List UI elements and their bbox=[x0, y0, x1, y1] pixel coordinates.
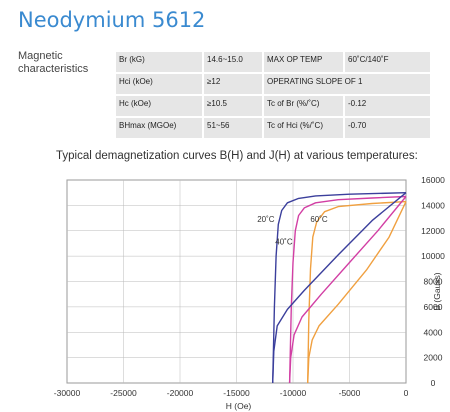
series-line-b bbox=[307, 201, 407, 384]
spec-key: OPERATING SLOPE OF 1 bbox=[262, 72, 432, 96]
spec-value: ≥10.5 bbox=[202, 94, 264, 118]
x-tick-label: -30000 bbox=[54, 388, 81, 398]
spec-key: Tc of Br (%/˚C) bbox=[262, 94, 345, 118]
y-axis-label: B (Gauss) bbox=[432, 272, 442, 310]
y-tick-label: 2000 bbox=[424, 353, 443, 363]
spec-row: Hci (kOe) ≥12 OPERATING SLOPE OF 1 bbox=[114, 72, 432, 96]
x-axis-label: H (Oe) bbox=[226, 401, 252, 411]
chart-caption: Typical demagnetization curves B(H) and … bbox=[56, 150, 418, 162]
spec-value: -0.70 bbox=[343, 116, 432, 140]
y-tick-label: 14000 bbox=[421, 200, 445, 210]
x-tick-label: -10000 bbox=[280, 388, 307, 398]
y-tick-label: 16000 bbox=[421, 175, 445, 185]
y-tick-label: 8000 bbox=[424, 277, 443, 287]
spec-value: 51~56 bbox=[202, 116, 264, 140]
spec-key: Tc of Hci (%/˚C) bbox=[262, 116, 345, 140]
y-tick-label: 10000 bbox=[421, 251, 445, 261]
y-tick-label: 4000 bbox=[424, 327, 443, 337]
spec-row: BHmax (MGOe) 51~56 Tc of Hci (%/˚C) -0.7… bbox=[114, 116, 432, 140]
x-tick-label: -15000 bbox=[223, 388, 250, 398]
x-tick-label: 0 bbox=[404, 388, 409, 398]
spec-key: BHmax (MGOe) bbox=[114, 116, 204, 140]
spec-value: 14.6~15.0 bbox=[202, 50, 264, 74]
spec-key: Hci (kOe) bbox=[114, 72, 204, 96]
y-tick-label: 12000 bbox=[421, 226, 445, 236]
spec-row: Br (kG) 14.6~15.0 MAX OP TEMP 60˚C/140˚F bbox=[114, 50, 432, 74]
spec-row: Hc (kOe) ≥10.5 Tc of Br (%/˚C) -0.12 bbox=[114, 94, 432, 118]
series-line-b bbox=[288, 196, 407, 384]
series-line-j bbox=[272, 192, 407, 384]
page-title: Neodymium 5612 bbox=[18, 8, 206, 32]
spec-key: Br (kG) bbox=[114, 50, 204, 74]
spec-value: ≥12 bbox=[202, 72, 264, 96]
magnetic-label-line1: Magnetic bbox=[18, 50, 63, 62]
spec-value: 60˚C/140˚F bbox=[343, 50, 432, 74]
spec-value: -0.12 bbox=[343, 94, 432, 118]
temperature-label: 20˚C bbox=[257, 215, 275, 224]
spec-key: Hc (kOe) bbox=[114, 94, 204, 118]
x-tick-label: -25000 bbox=[110, 388, 137, 398]
spec-key: MAX OP TEMP bbox=[262, 50, 345, 74]
y-tick-label: 0 bbox=[431, 378, 436, 388]
specs-table: Br (kG) 14.6~15.0 MAX OP TEMP 60˚C/140˚F… bbox=[114, 50, 432, 140]
x-tick-label: -5000 bbox=[339, 388, 361, 398]
y-tick-label: 6000 bbox=[424, 302, 443, 312]
temperature-label: 60˚C bbox=[310, 215, 328, 224]
series-line-j bbox=[288, 195, 407, 384]
series-line-b bbox=[272, 192, 407, 384]
magnetic-label-line2: characteristics bbox=[18, 63, 89, 75]
temperature-label: 40˚C bbox=[275, 238, 293, 247]
magnetic-characteristics-label: Magnetic characteristics bbox=[18, 50, 110, 76]
series-line-j bbox=[307, 200, 407, 384]
x-tick-label: -20000 bbox=[167, 388, 194, 398]
